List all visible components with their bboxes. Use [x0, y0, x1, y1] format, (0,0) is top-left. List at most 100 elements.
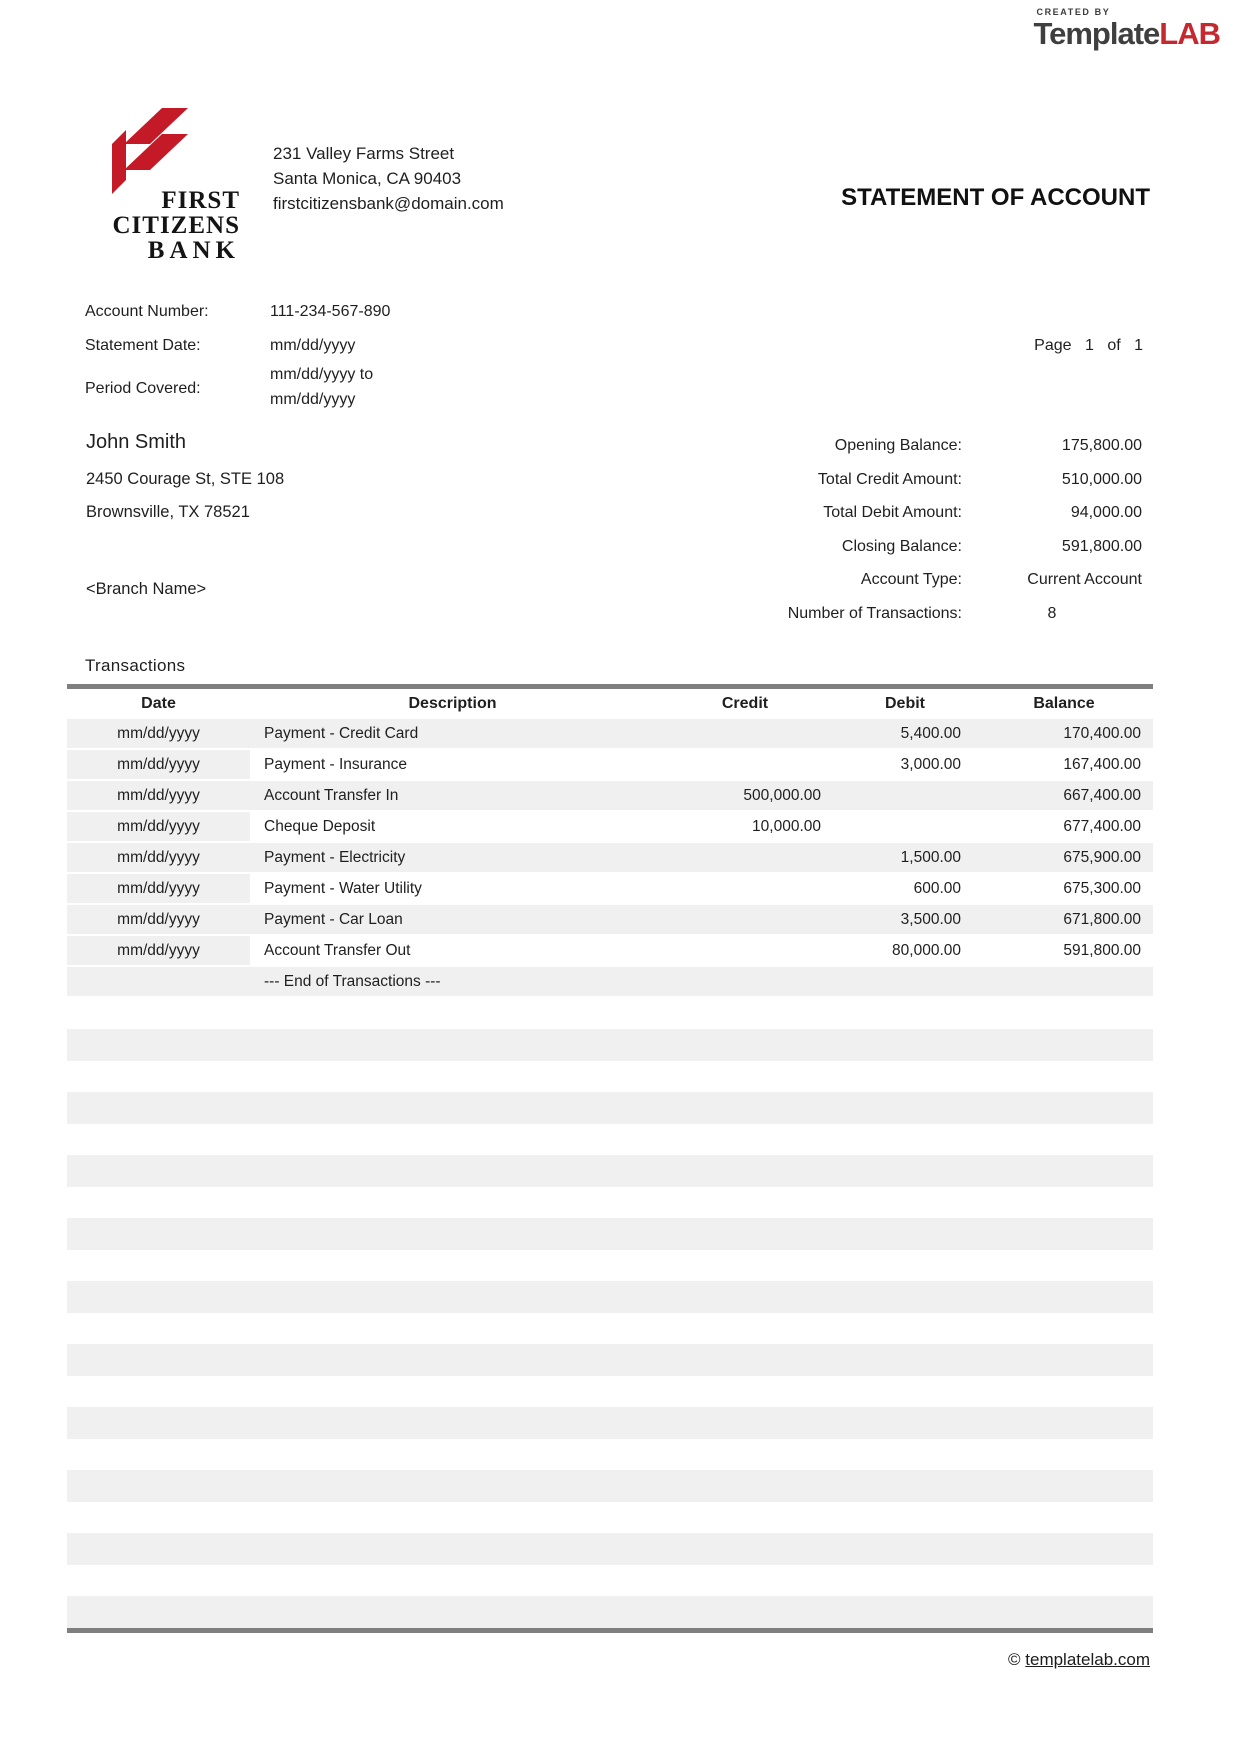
bank-name-line1: First [161, 187, 240, 214]
cell-balance: 675,900.00 [975, 843, 1153, 874]
summary-label: Number of Transactions: [787, 605, 962, 622]
bank-email: firstcitizensbank@domain.com [273, 194, 504, 213]
cell-debit: 3,500.00 [835, 905, 975, 936]
cell-credit [655, 750, 835, 781]
templatelab-logo: CREATED BY TemplateLAB [1033, 7, 1221, 51]
cell-credit [655, 719, 835, 750]
cell-balance: 167,400.00 [975, 750, 1153, 781]
cell-balance: 170,400.00 [975, 719, 1153, 750]
period-covered-from: mm/dd/yyyy to [270, 366, 374, 383]
table-bottom-border [67, 1628, 1153, 1633]
statement-date-label: Statement Date: [85, 337, 201, 354]
bank-name-line2: Citizens [112, 212, 240, 239]
table-row: mm/dd/yyyy Payment - Water Utility 600.0… [67, 874, 1153, 905]
cell-debit [835, 812, 975, 843]
summary-row-closing-balance: Closing Balance: 591,800.00 [842, 538, 1142, 556]
bank-name: First Citizens Bank [95, 188, 240, 263]
cell-balance: 671,800.00 [975, 905, 1153, 936]
column-header-date: Date [67, 689, 250, 719]
end-of-transactions-row: --- End of Transactions --- [67, 967, 1153, 998]
cell-date: mm/dd/yyyy [67, 936, 250, 967]
summary-label: Opening Balance: [834, 437, 962, 454]
column-header-description: Description [250, 689, 655, 719]
bank-address-street: 231 Valley Farms Street [273, 144, 455, 163]
cell-balance: 675,300.00 [975, 874, 1153, 905]
cell-description: Payment - Credit Card [250, 719, 655, 750]
summary-row-number-of-transactions: Number of Transactions: 8 [788, 605, 1142, 623]
cell-balance: 667,400.00 [975, 781, 1153, 812]
table-row: mm/dd/yyyy Payment - Insurance 3,000.00 … [67, 750, 1153, 781]
cell-debit: 3,000.00 [835, 750, 975, 781]
cell-description: Account Transfer In [250, 781, 655, 812]
table-row: mm/dd/yyyy Cheque Deposit 10,000.00 677,… [67, 812, 1153, 843]
cell-date [67, 967, 250, 998]
cell-description: Account Transfer Out [250, 936, 655, 967]
period-covered-to: mm/dd/yyyy [270, 391, 356, 408]
cell-description: Payment - Electricity [250, 843, 655, 874]
cell-balance: 591,800.00 [975, 936, 1153, 967]
bank-flag-icon [100, 108, 188, 199]
page-indicator: Page 1 of 1 [1034, 337, 1143, 354]
summary-value: 94,000.00 [1070, 504, 1142, 521]
cell-description: Payment - Car Loan [250, 905, 655, 936]
cell-balance [975, 967, 1153, 998]
cell-debit: 80,000.00 [835, 936, 975, 967]
table-row: mm/dd/yyyy Account Transfer In 500,000.0… [67, 781, 1153, 812]
cell-date: mm/dd/yyyy [67, 812, 250, 843]
cell-date: mm/dd/yyyy [67, 843, 250, 874]
copyright-symbol: © [1008, 1650, 1021, 1669]
end-of-transactions-marker: --- End of Transactions --- [250, 967, 655, 998]
page-title: STATEMENT OF ACCOUNT [841, 184, 1150, 211]
cell-description: Payment - Insurance [250, 750, 655, 781]
cell-date: mm/dd/yyyy [67, 750, 250, 781]
table-row: mm/dd/yyyy Payment - Credit Card 5,400.0… [67, 719, 1153, 750]
transactions-table: Date Description Credit Debit Balance mm… [67, 684, 1153, 1633]
branch-name: <Branch Name> [86, 580, 207, 598]
cell-debit [835, 967, 975, 998]
period-covered-label: Period Covered: [85, 380, 201, 397]
summary-row-total-credit: Total Credit Amount: 510,000.00 [818, 471, 1142, 489]
created-by-label: CREATED BY [1036, 7, 1111, 17]
cell-credit [655, 843, 835, 874]
customer-address-line2: Brownsville, TX 78521 [86, 503, 250, 521]
cell-credit: 10,000.00 [655, 812, 835, 843]
summary-label: Total Debit Amount: [823, 504, 962, 521]
table-header-row: Date Description Credit Debit Balance [67, 689, 1153, 719]
templatelab-wordmark: TemplateLAB [1033, 16, 1221, 51]
account-number-value: 111-234-567-890 [270, 303, 391, 320]
cell-description: Cheque Deposit [250, 812, 655, 843]
table-row: mm/dd/yyyy Account Transfer Out 80,000.0… [67, 936, 1153, 967]
statement-date-value: mm/dd/yyyy [270, 337, 356, 354]
cell-date: mm/dd/yyyy [67, 874, 250, 905]
wordmark-lab: LAB [1159, 16, 1221, 51]
summary-label: Total Credit Amount: [817, 471, 962, 488]
empty-rows-stripes [67, 998, 1153, 1628]
cell-credit: 500,000.00 [655, 781, 835, 812]
bank-address-city: Santa Monica, CA 90403 [273, 169, 462, 188]
table-top-border [67, 684, 1153, 689]
summary-value: 591,800.00 [1061, 538, 1142, 555]
cell-debit: 1,500.00 [835, 843, 975, 874]
bank-name-line3: Bank [147, 237, 240, 264]
summary-row-account-type: Account Type: Current Account [861, 571, 1142, 589]
column-header-debit: Debit [835, 689, 975, 719]
cell-credit [655, 967, 835, 998]
cell-debit [835, 781, 975, 812]
column-header-credit: Credit [655, 689, 835, 719]
summary-label: Account Type: [860, 571, 962, 588]
cell-debit: 600.00 [835, 874, 975, 905]
summary-row-opening-balance: Opening Balance: 175,800.00 [835, 437, 1142, 455]
transactions-heading: Transactions [85, 656, 186, 675]
table-row: mm/dd/yyyy Payment - Car Loan 3,500.00 6… [67, 905, 1153, 936]
cell-credit [655, 905, 835, 936]
cell-balance: 677,400.00 [975, 812, 1153, 843]
cell-description: Payment - Water Utility [250, 874, 655, 905]
summary-value: Current Account [1027, 571, 1142, 588]
cell-date: mm/dd/yyyy [67, 781, 250, 812]
summary-row-total-debit: Total Debit Amount: 94,000.00 [823, 504, 1142, 522]
templatelab-link[interactable]: templatelab.com [1025, 1650, 1150, 1669]
summary-label: Closing Balance: [841, 538, 962, 555]
footer-copyright: © templatelab.com [1008, 1650, 1150, 1670]
cell-date: mm/dd/yyyy [67, 719, 250, 750]
